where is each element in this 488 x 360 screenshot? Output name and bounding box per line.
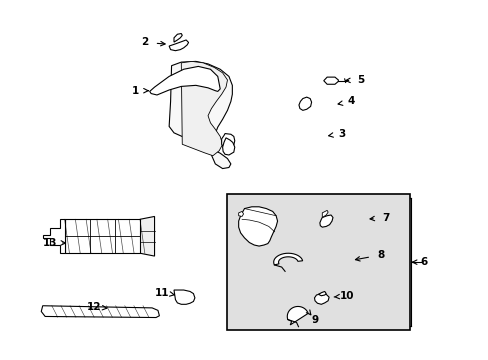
Text: 11: 11	[154, 288, 169, 297]
Text: 7: 7	[381, 212, 388, 222]
Polygon shape	[222, 138, 234, 155]
Text: 1: 1	[131, 86, 139, 96]
Polygon shape	[319, 215, 332, 227]
Polygon shape	[42, 219, 64, 253]
Text: 9: 9	[311, 315, 318, 325]
Polygon shape	[169, 40, 188, 51]
Polygon shape	[174, 33, 182, 42]
Polygon shape	[298, 97, 311, 111]
Polygon shape	[174, 290, 195, 304]
Polygon shape	[322, 210, 327, 217]
Polygon shape	[140, 216, 154, 256]
Text: 6: 6	[420, 257, 427, 267]
Polygon shape	[41, 306, 159, 318]
Text: 5: 5	[357, 75, 364, 85]
Text: 13: 13	[42, 238, 57, 248]
Polygon shape	[314, 294, 328, 304]
Bar	[227, 194, 409, 330]
Polygon shape	[149, 66, 220, 95]
Text: 3: 3	[337, 129, 345, 139]
Polygon shape	[238, 207, 277, 246]
Polygon shape	[169, 62, 232, 168]
Polygon shape	[323, 77, 338, 84]
Polygon shape	[318, 292, 325, 296]
Text: 4: 4	[347, 96, 354, 107]
Polygon shape	[221, 134, 234, 150]
Text: 8: 8	[376, 250, 384, 260]
Text: 12: 12	[86, 302, 101, 312]
Polygon shape	[287, 306, 307, 325]
Polygon shape	[181, 62, 227, 156]
Polygon shape	[273, 253, 302, 265]
Text: 10: 10	[339, 291, 353, 301]
Polygon shape	[238, 211, 243, 216]
Text: 2: 2	[141, 37, 148, 48]
Bar	[64, 219, 140, 253]
